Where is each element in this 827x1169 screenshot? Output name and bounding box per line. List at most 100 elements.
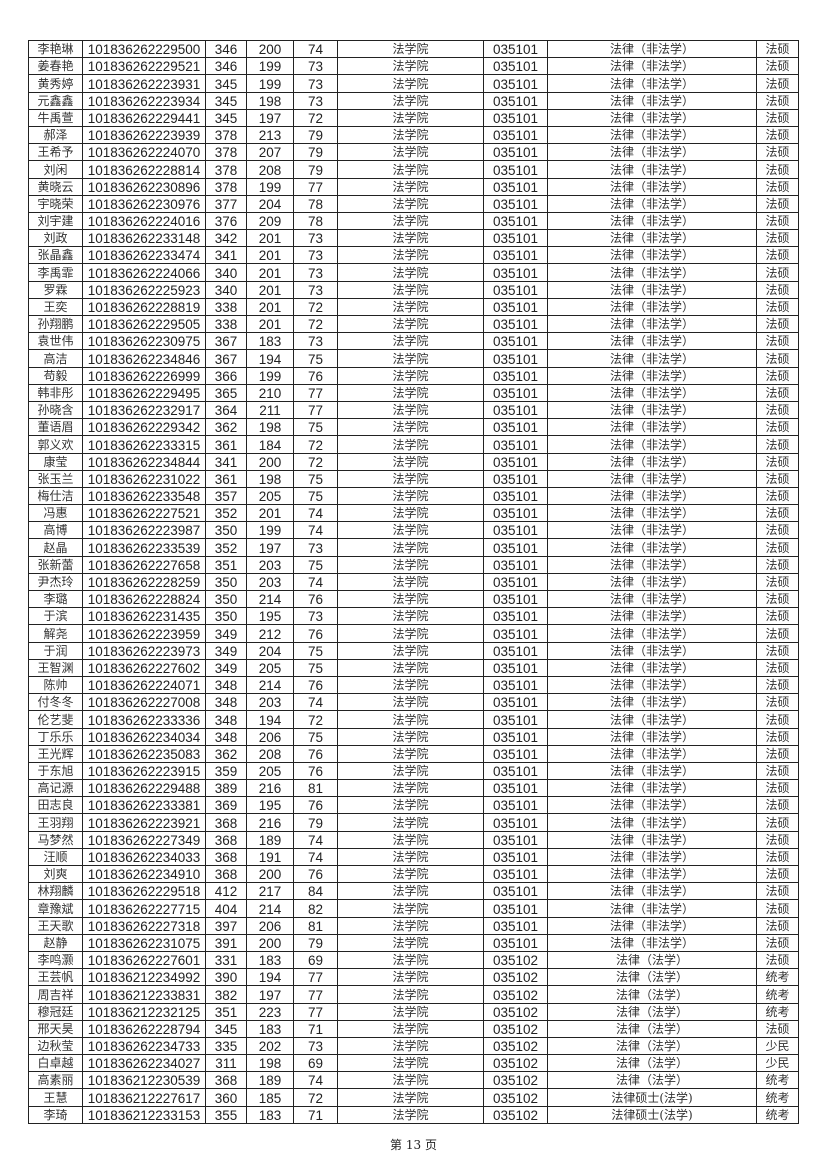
cell-college: 法学院: [337, 985, 484, 1004]
cell-type: 法硕: [756, 91, 799, 110]
cell-major: 法律（非法学）: [547, 521, 757, 540]
cell-college: 法学院: [337, 933, 484, 952]
cell-score3: 69: [293, 950, 338, 970]
cell-name: 李艳琳: [28, 39, 83, 59]
cell-name: 付冬冬: [28, 693, 83, 712]
cell-exam-id: 101836262227601: [82, 950, 206, 970]
cell-college: 法学院: [337, 314, 484, 334]
cell-college: 法学院: [337, 882, 484, 901]
cell-college: 法学院: [337, 624, 484, 643]
cell-score2: 203: [246, 555, 294, 574]
cell-college: 法学院: [337, 229, 484, 248]
cell-name: 尹杰玲: [28, 572, 83, 592]
table-row: 刘爽 101836262234910 368 200 76 法学院 035101 法律（非法学…: [28, 864, 799, 884]
table-row: 姜春艳 101836262229521 346 199 73 法学院 035101 法律（非法…: [28, 57, 799, 76]
cell-exam-id: 101836262234910: [82, 864, 206, 884]
cell-total: 341: [205, 452, 247, 471]
cell-major: 法律（非法学）: [547, 607, 757, 626]
cell-exam-id: 101836262234033: [82, 847, 206, 867]
cell-total: 362: [205, 418, 247, 437]
cell-major-code: 035101: [483, 521, 548, 540]
cell-name: 郝泽: [28, 125, 83, 145]
cell-major: 法律（非法学）: [547, 160, 757, 179]
cell-college: 法学院: [337, 486, 484, 506]
table-body: 李艳琳 101836262229500 346 200 74 法学院 035101 法律（非法…: [28, 39, 799, 1124]
cell-exam-id: 101836262231022: [82, 469, 206, 488]
cell-major-code: 035101: [483, 74, 548, 93]
cell-score3: 74: [293, 572, 338, 592]
cell-total: 378: [205, 125, 247, 145]
cell-major-code: 035101: [483, 314, 548, 334]
cell-major-code: 035101: [483, 297, 548, 317]
cell-college: 法学院: [337, 589, 484, 609]
cell-major: 法律（非法学）: [547, 486, 757, 506]
cell-college: 法学院: [337, 400, 484, 420]
cell-major: 法律（非法学）: [547, 796, 757, 815]
cell-type: 法硕: [756, 74, 799, 93]
cell-college: 法学院: [337, 349, 484, 368]
cell-score3: 77: [293, 968, 338, 987]
cell-score3: 76: [293, 761, 338, 781]
cell-exam-id: 101836262233474: [82, 246, 206, 265]
cell-total: 389: [205, 779, 247, 798]
cell-exam-id: 101836262223959: [82, 624, 206, 643]
cell-score3: 73: [293, 263, 338, 282]
cell-exam-id: 101836262227715: [82, 899, 206, 918]
cell-major: 法律（非法学）: [547, 452, 757, 471]
cell-total: 357: [205, 486, 247, 506]
cell-college: 法学院: [337, 1036, 484, 1056]
cell-exam-id: 101836262234846: [82, 349, 206, 368]
cell-major: 法律（非法学）: [547, 366, 757, 385]
cell-exam-id: 101836262224016: [82, 211, 206, 231]
cell-major-code: 035101: [483, 830, 548, 849]
table-row: 王慧 101836212227617 360 185 72 法学院 035102 法律硕士(法…: [28, 1088, 799, 1107]
cell-type: 法硕: [756, 693, 799, 712]
cell-score3: 73: [293, 607, 338, 626]
cell-major: 法律（非法学）: [547, 538, 757, 557]
cell-score2: 183: [246, 1019, 294, 1038]
cell-name: 伦艺斐: [28, 710, 83, 729]
cell-exam-id: 101836262227658: [82, 555, 206, 574]
cell-name: 罗霖: [28, 280, 83, 299]
cell-score3: 74: [293, 1071, 338, 1090]
table-row: 周吉祥 101836212233831 382 197 77 法学院 035102 法律（法学…: [28, 985, 799, 1004]
cell-major: 法律（非法学）: [547, 641, 757, 660]
cell-score2: 198: [246, 1054, 294, 1073]
cell-major: 法律（非法学）: [547, 177, 757, 196]
cell-name: 姜春艳: [28, 57, 83, 76]
cell-score2: 214: [246, 899, 294, 918]
cell-major-code: 035101: [483, 555, 548, 574]
cell-name: 孙晓含: [28, 400, 83, 420]
cell-major-code: 035101: [483, 486, 548, 506]
cell-score2: 205: [246, 658, 294, 677]
cell-score3: 84: [293, 882, 338, 901]
cell-major-code: 035101: [483, 744, 548, 763]
table-row: 高记源 101836262229488 389 216 81 法学院 035101 法律（非法…: [28, 779, 799, 798]
table-row: 王光辉 101836262235083 362 208 76 法学院 035101 法律（非法…: [28, 744, 799, 763]
cell-major-code: 035101: [483, 693, 548, 712]
cell-score2: 189: [246, 830, 294, 849]
cell-total: 391: [205, 933, 247, 952]
page-number: 第 13 页: [390, 1138, 437, 1152]
cell-exam-id: 101836212227617: [82, 1088, 206, 1107]
cell-major-code: 035101: [483, 641, 548, 660]
table-row: 丁乐乐 101836262234034 348 206 75 法学院 035101 法律（非法…: [28, 727, 799, 746]
cell-score3: 81: [293, 779, 338, 798]
table-row: 张晶鑫 101836262233474 341 201 73 法学院 035101 法律（非法…: [28, 246, 799, 265]
cell-college: 法学院: [337, 297, 484, 317]
cell-name: 刘宇建: [28, 211, 83, 231]
cell-name: 边秋莹: [28, 1036, 83, 1056]
cell-type: 法硕: [756, 143, 799, 162]
table-row: 尹杰玲 101836262228259 350 203 74 法学院 035101 法律（非法…: [28, 572, 799, 592]
cell-name: 汪顺: [28, 847, 83, 867]
cell-name: 张玉兰: [28, 469, 83, 488]
cell-score3: 74: [293, 693, 338, 712]
cell-major-code: 035101: [483, 761, 548, 781]
cell-total: 338: [205, 297, 247, 317]
cell-type: 统考: [756, 968, 799, 987]
cell-score3: 74: [293, 830, 338, 849]
cell-major-code: 035101: [483, 332, 548, 351]
cell-type: 法硕: [756, 194, 799, 213]
cell-score2: 216: [246, 813, 294, 832]
cell-name: 郭义欢: [28, 435, 83, 454]
